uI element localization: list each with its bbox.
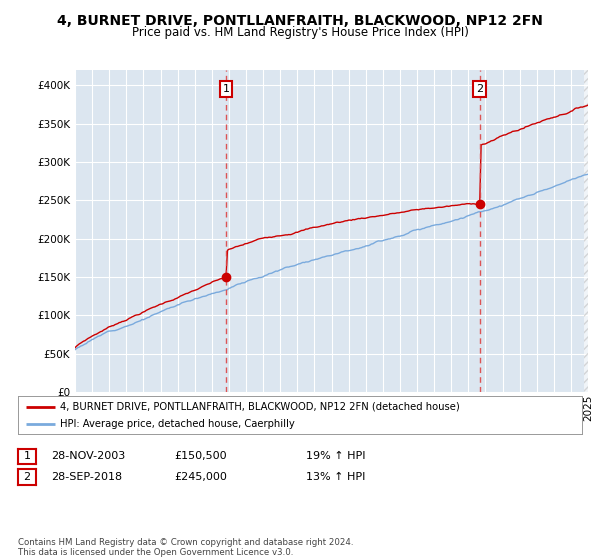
Text: Price paid vs. HM Land Registry's House Price Index (HPI): Price paid vs. HM Land Registry's House … <box>131 26 469 39</box>
Text: HPI: Average price, detached house, Caerphilly: HPI: Average price, detached house, Caer… <box>60 419 295 430</box>
Text: 19% ↑ HPI: 19% ↑ HPI <box>306 451 365 461</box>
Text: 4, BURNET DRIVE, PONTLLANFRAITH, BLACKWOOD, NP12 2FN (detached house): 4, BURNET DRIVE, PONTLLANFRAITH, BLACKWO… <box>60 402 460 412</box>
Text: 4, BURNET DRIVE, PONTLLANFRAITH, BLACKWOOD, NP12 2FN: 4, BURNET DRIVE, PONTLLANFRAITH, BLACKWO… <box>57 14 543 28</box>
Text: 2: 2 <box>23 472 31 482</box>
Bar <box>584 70 588 392</box>
Text: Contains HM Land Registry data © Crown copyright and database right 2024.
This d: Contains HM Land Registry data © Crown c… <box>18 538 353 557</box>
Text: 28-SEP-2018: 28-SEP-2018 <box>51 472 122 482</box>
Text: 1: 1 <box>223 84 230 94</box>
Text: £150,500: £150,500 <box>174 451 227 461</box>
Text: 13% ↑ HPI: 13% ↑ HPI <box>306 472 365 482</box>
Text: 1: 1 <box>23 451 31 461</box>
Text: £245,000: £245,000 <box>174 472 227 482</box>
Text: 28-NOV-2003: 28-NOV-2003 <box>51 451 125 461</box>
Text: 2: 2 <box>476 84 483 94</box>
